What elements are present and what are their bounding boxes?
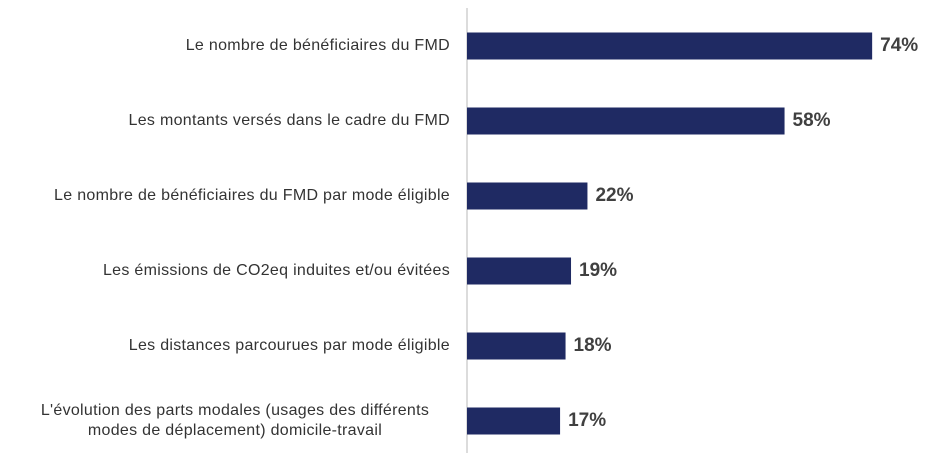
value-label: 19%	[579, 260, 618, 281]
category-label: L'évolution des parts modales (usages de…	[40, 402, 430, 439]
bar	[467, 332, 566, 360]
category-label: Les émissions de CO2eq induites et/ou év…	[102, 262, 450, 279]
bar	[467, 257, 572, 285]
category-label: Les distances parcourues par mode éligib…	[128, 337, 450, 354]
category-label: Le nombre de bénéficiaires du FMD par mo…	[54, 187, 450, 204]
bar	[467, 107, 785, 135]
value-label: 74%	[880, 35, 919, 56]
category-label: Le nombre de bénéficiaires du FMD	[185, 37, 450, 54]
bar	[467, 407, 561, 435]
bar	[467, 182, 588, 210]
value-label: 18%	[573, 335, 612, 356]
category-label: Les montants versés dans le cadre du FMD	[128, 112, 450, 129]
bar	[467, 32, 873, 60]
value-label: 22%	[595, 185, 634, 206]
value-label: 58%	[792, 110, 831, 131]
value-label: 17%	[568, 410, 607, 431]
